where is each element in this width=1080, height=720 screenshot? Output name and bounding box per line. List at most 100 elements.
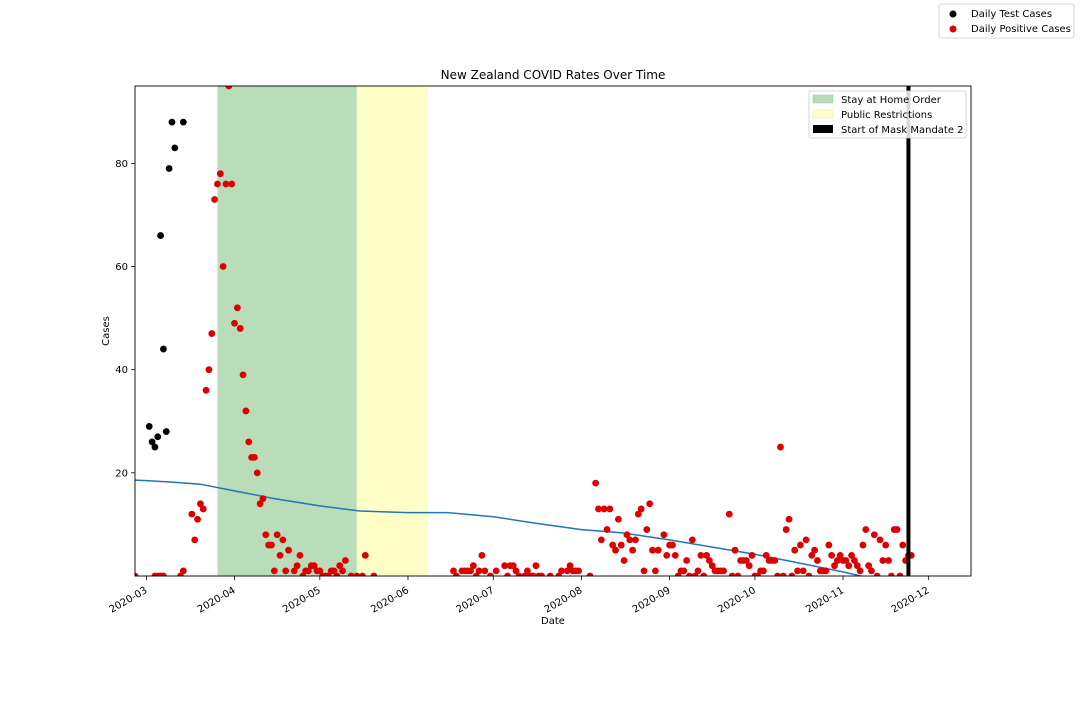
positive-case-point (501, 562, 509, 570)
positive-case-point (492, 567, 500, 575)
positive-case-point (361, 551, 369, 559)
positive-case-point (353, 572, 361, 576)
positive-case-point (214, 180, 221, 188)
positive-case-point (228, 180, 236, 188)
positive-case-point (623, 531, 631, 539)
legend-inner: Stay at Home Order Public Restrictions S… (808, 90, 967, 139)
positive-case-point (208, 330, 216, 337)
positive-case-point (524, 567, 531, 575)
positive-case-point (586, 572, 594, 576)
positive-case-point (592, 479, 600, 487)
positive-case-point (276, 551, 284, 559)
positive-case-point (640, 567, 648, 575)
positive-case-point (651, 567, 659, 575)
positive-case-point (683, 557, 691, 564)
positive-case-point (791, 546, 799, 554)
legend-label-stay-at-home: Stay at Home Order (841, 95, 942, 106)
positive-case-point (777, 443, 784, 451)
positive-case-point (179, 567, 187, 575)
positive-case-point (347, 572, 355, 576)
positive-case-point (279, 536, 287, 544)
positive-case-point (330, 567, 338, 575)
positive-case-point (828, 551, 836, 559)
positive-case-point (219, 263, 227, 270)
positive-case-point (197, 500, 204, 508)
points-layer (135, 86, 915, 576)
trend-line-layer (135, 479, 865, 576)
positive-case-point (202, 386, 210, 394)
positive-case-point (359, 572, 366, 576)
positive-case-point (199, 505, 207, 513)
positive-case-point (762, 551, 770, 559)
test-case-point (162, 428, 170, 435)
positive-case-point (310, 562, 318, 570)
legend-label-public-restrictions: Public Restrictions (841, 110, 932, 121)
positive-case-point (342, 557, 349, 564)
positive-case-point (660, 531, 668, 539)
positive-case-point (233, 304, 241, 312)
positive-case-point (686, 572, 693, 576)
positive-case-point (558, 567, 565, 575)
positive-case-point (629, 546, 637, 554)
positive-case-point (211, 196, 219, 203)
positive-case-point (253, 469, 261, 477)
test-case-point (168, 118, 176, 126)
x-tick-label: 2020-04 (196, 585, 238, 615)
positive-case-point (282, 567, 290, 575)
positive-case-point (720, 567, 728, 575)
positive-case-point (595, 505, 602, 513)
positive-case-point (842, 557, 850, 564)
y-axis-label: Cases (101, 316, 112, 346)
positive-case-point (603, 526, 611, 533)
positive-case-point (285, 546, 292, 554)
positive-case-point (808, 551, 816, 559)
positive-case-point (643, 526, 651, 533)
positive-case-point (885, 557, 892, 564)
positive-case-point (615, 515, 622, 523)
positive-case-point (452, 572, 460, 576)
positive-case-point (799, 567, 807, 575)
positive-case-point (566, 562, 574, 570)
positive-case-point (873, 572, 881, 576)
positive-case-point (862, 526, 870, 533)
y-tick-label: 40 (115, 365, 128, 376)
positive-case-point (609, 541, 617, 549)
positive-case-point (205, 366, 213, 374)
positive-case-point (216, 170, 224, 178)
spans-layer (217, 86, 428, 576)
test-case-point (145, 423, 153, 430)
positive-case-point (896, 572, 904, 576)
positive-case-point (887, 572, 895, 576)
positive-case-point (742, 557, 750, 564)
positive-case-point (597, 536, 605, 544)
x-tick-label: 2020-11 (804, 585, 846, 615)
test-case-point (154, 433, 162, 441)
positive-case-point (703, 551, 710, 559)
positive-case-point (779, 572, 787, 576)
positive-case-point (705, 557, 713, 564)
positive-case-point (509, 562, 517, 570)
test-case-point (171, 144, 179, 152)
y-axis: 20 40 60 80 (115, 159, 135, 479)
x-axis: 2020-03 2020-04 2020-05 2020-06 2020-07 2020-… (108, 576, 931, 616)
positive-case-point (475, 567, 483, 575)
positive-case-point (242, 407, 250, 415)
y-tick-label: 80 (115, 159, 128, 170)
test-case-point (157, 232, 164, 239)
positive-case-point (646, 500, 654, 508)
positive-case-point (620, 557, 628, 564)
x-tick-label: 2020-07 (455, 585, 497, 615)
positive-case-point (700, 572, 708, 576)
positive-case-point (481, 567, 489, 575)
legend-swatch-mask-mandate (813, 125, 833, 133)
positive-case-point (290, 567, 298, 575)
x-tick-label: 2020-05 (281, 585, 323, 615)
positive-case-point (515, 572, 523, 576)
positive-case-point (135, 572, 139, 576)
legend-upper-box (938, 3, 1075, 39)
positive-case-point (688, 536, 696, 544)
positive-case-point (802, 536, 810, 544)
positive-case-point (268, 541, 275, 549)
positive-case-point (612, 546, 619, 554)
positive-case-point (649, 546, 656, 554)
